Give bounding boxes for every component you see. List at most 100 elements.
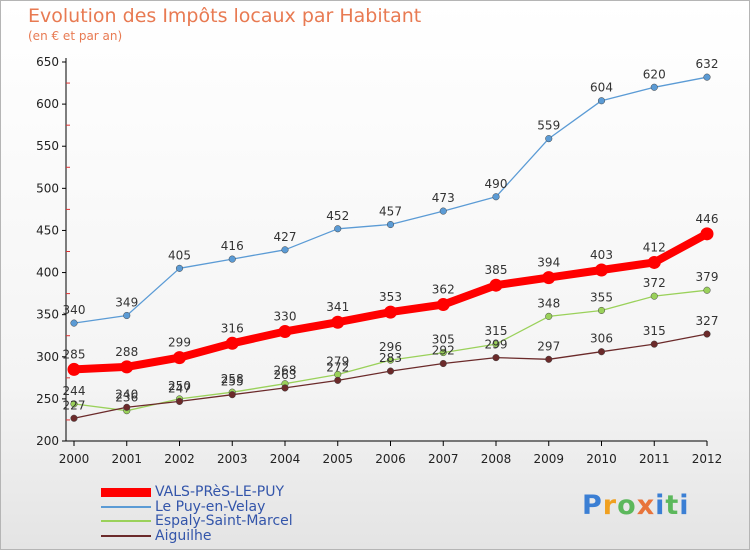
data-point <box>70 414 78 422</box>
data-point <box>123 311 131 320</box>
data-label: 250 <box>168 379 191 393</box>
data-point <box>228 391 236 399</box>
x-tick-label: 2010 <box>586 452 617 466</box>
x-tick-label: 2008 <box>481 452 512 466</box>
data-label: 285 <box>63 347 86 361</box>
x-tick-label: 2001 <box>111 452 142 466</box>
series-line-0 <box>73 76 708 324</box>
data-point <box>489 278 503 292</box>
data-label: 604 <box>590 81 613 95</box>
brand-letter: i <box>679 490 690 521</box>
data-label: 240 <box>115 387 138 401</box>
data-point <box>436 298 450 312</box>
data-label: 299 <box>485 338 508 352</box>
data-point <box>331 315 345 329</box>
data-label: 452 <box>326 209 349 223</box>
data-point <box>650 292 658 300</box>
data-point <box>703 330 711 338</box>
data-point <box>384 305 397 319</box>
data-point <box>225 336 239 350</box>
data-point <box>334 225 342 233</box>
data-label: 297 <box>537 339 560 353</box>
data-label: 473 <box>432 191 455 205</box>
data-point <box>595 263 608 277</box>
data-label: 353 <box>379 290 402 304</box>
data-label: 315 <box>643 324 666 338</box>
data-point <box>545 135 553 143</box>
data-point <box>70 400 78 408</box>
data-point <box>647 255 661 269</box>
brand-letter: o <box>617 490 637 521</box>
data-point <box>281 246 289 254</box>
data-point <box>650 340 658 348</box>
x-tick-label: 2009 <box>533 452 564 466</box>
data-label: 394 <box>537 256 560 270</box>
data-point <box>492 193 500 201</box>
data-label: 372 <box>643 276 666 290</box>
brand-logo: Proxiti <box>582 490 690 521</box>
data-label: 355 <box>590 290 613 304</box>
data-point <box>492 340 500 348</box>
data-label: 279 <box>326 354 349 368</box>
data-point <box>650 83 658 91</box>
chart-title: Evolution des Impôts locaux par Habitant <box>28 5 422 27</box>
legend-swatch-espaly <box>101 520 151 523</box>
brand-letter: P <box>582 490 603 521</box>
data-point <box>492 354 500 362</box>
data-label: 288 <box>115 345 138 359</box>
data-point <box>703 286 711 294</box>
data-label: 227 <box>63 398 86 412</box>
brand-letter: i <box>655 490 666 521</box>
data-label: 316 <box>221 321 244 335</box>
y-tick-label: 450 <box>36 223 59 237</box>
y-tick-label: 250 <box>36 392 59 406</box>
data-point <box>597 306 606 315</box>
data-label: 292 <box>432 344 455 358</box>
data-label: 427 <box>274 230 297 244</box>
data-label: 247 <box>168 381 191 395</box>
legend: VALS-PRèS-LE-PUY Le Puy-en-Velay Espaly-… <box>101 484 361 544</box>
data-label: 244 <box>63 384 86 398</box>
legend-label-espaly: Espaly-Saint-Marcel <box>155 513 293 529</box>
x-tick-label: 2004 <box>270 452 301 466</box>
data-label: 446 <box>696 212 719 226</box>
y-tick-label: 350 <box>36 308 59 322</box>
data-label: 306 <box>590 332 613 346</box>
y-tick-label: 500 <box>36 181 59 195</box>
legend-swatch-le-puy <box>101 505 151 508</box>
data-label: 379 <box>696 270 719 284</box>
data-label: 559 <box>537 119 560 133</box>
x-tick-label: 2007 <box>428 452 459 466</box>
data-point <box>386 356 395 364</box>
data-label: 327 <box>696 314 719 328</box>
legend-item-vals: VALS-PRèS-LE-PUY <box>101 484 361 500</box>
data-label: 490 <box>485 177 508 191</box>
brand-letter: t <box>665 490 680 521</box>
data-point <box>120 360 134 374</box>
y-tick-label: 650 <box>36 55 59 69</box>
data-point <box>228 255 236 263</box>
y-tick-label: 200 <box>36 434 59 448</box>
x-tick-label: 2006 <box>375 452 406 466</box>
y-tick-label: 300 <box>36 350 59 364</box>
legend-item-espaly: Espaly-Saint-Marcel <box>101 513 361 529</box>
data-point <box>334 376 342 384</box>
data-point <box>281 384 289 392</box>
data-label: 385 <box>485 263 508 277</box>
data-label: 620 <box>643 67 666 81</box>
legend-item-le-puy: Le Puy-en-Velay <box>101 499 361 515</box>
data-point <box>542 271 556 285</box>
data-point <box>439 349 447 357</box>
data-label: 348 <box>537 296 560 310</box>
data-point <box>597 97 606 105</box>
chart-subtitle: (en € et par an) <box>28 29 123 43</box>
brand-letter: r <box>602 490 618 521</box>
y-tick-label: 400 <box>36 266 59 280</box>
data-point <box>700 227 714 241</box>
data-label: 296 <box>379 340 402 354</box>
data-label: 299 <box>168 336 191 350</box>
data-point <box>70 319 78 327</box>
data-label: 412 <box>643 240 666 254</box>
